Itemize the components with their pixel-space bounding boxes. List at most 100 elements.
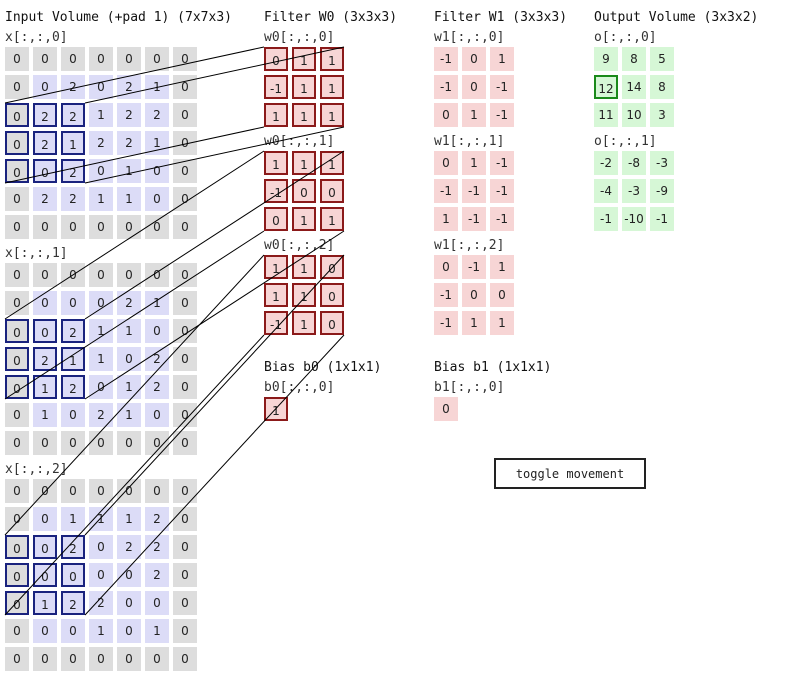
input-cell: 1 [33,375,57,399]
output-volume-title: Output Volume (3x3x2) [594,10,759,25]
input-cell: 0 [5,591,29,615]
input-cell: 0 [5,647,29,671]
input-cell: 0 [5,375,29,399]
filter-w1-slice-1-label: w1[:,:,1] [434,134,505,149]
filter-w0-cell: 1 [292,103,316,127]
filter-w0-title: Filter W0 (3x3x3) [264,10,398,25]
input-cell: 2 [145,375,169,399]
input-cell: 0 [33,535,57,559]
filter-w0-slice-2-label: w0[:,:,2] [264,238,335,253]
toggle-movement-button[interactable]: toggle movement [494,458,646,489]
filter-w0-cell: 1 [292,75,316,99]
input-cell: 0 [5,403,29,427]
input-cell: 0 [117,647,141,671]
filter-w0-cell: 1 [320,47,344,71]
input-cell: 0 [173,647,197,671]
input-cell: 0 [89,535,113,559]
input-cell: 0 [5,619,29,643]
input-cell: 0 [173,103,197,127]
filter-w0-cell: 1 [320,151,344,175]
input-cell: 0 [89,375,113,399]
input-cell: 0 [5,507,29,531]
input-cell: 0 [5,291,29,315]
output-cell: -1 [594,207,618,231]
input-cell: 0 [145,403,169,427]
filter-w0-cell: 1 [320,75,344,99]
output-cell: 8 [650,75,674,99]
input-cell: 0 [5,431,29,455]
output-cell: 8 [622,47,646,71]
input-cell: 0 [33,619,57,643]
filter-w0-cell: 0 [320,311,344,335]
output-slice-1-label: o[:,:,1] [594,134,657,149]
input-cell: 0 [117,263,141,287]
filter-w1-title: Filter W1 (3x3x3) [434,10,568,25]
input-cell: 0 [61,263,85,287]
filter-w0-slice-1-label: w0[:,:,1] [264,134,335,149]
input-cell: 2 [117,103,141,127]
input-cell: 0 [5,75,29,99]
input-cell: 0 [89,47,113,71]
input-cell: 0 [33,431,57,455]
input-cell: 0 [173,263,197,287]
output-cell: 10 [622,103,646,127]
filter-w1-cell: -1 [490,103,514,127]
input-volume-title: Input Volume (+pad 1) (7x7x3) [5,10,232,25]
input-cell: 0 [61,403,85,427]
input-cell: 0 [117,563,141,587]
filter-w1-cell: -1 [434,75,458,99]
filter-w0-cell: 1 [292,311,316,335]
input-cell: 0 [145,159,169,183]
input-cell: 2 [117,535,141,559]
output-cell: 12 [594,75,618,99]
input-cell: 2 [89,131,113,155]
filter-w0-cell: 1 [264,283,288,307]
input-cell: 0 [145,319,169,343]
input-cell: 2 [61,591,85,615]
filter-w1-cell: 1 [462,151,486,175]
input-cell: 0 [5,103,29,127]
filter-w1-cell: -1 [462,207,486,231]
filter-w1-cell: 0 [490,283,514,307]
output-cell: 14 [622,75,646,99]
filter-w0-cell: 1 [264,151,288,175]
filter-w0-cell: 1 [292,283,316,307]
input-cell: 0 [145,431,169,455]
input-cell: 2 [89,591,113,615]
input-cell: 0 [5,347,29,371]
input-cell: 1 [89,507,113,531]
input-cell: 2 [33,103,57,127]
input-cell: 1 [145,131,169,155]
input-cell: 0 [173,159,197,183]
filter-w1-cell: 1 [490,255,514,279]
filter-w0-cell: -1 [264,179,288,203]
filter-w1-slice-2-label: w1[:,:,2] [434,238,505,253]
input-cell: 0 [117,47,141,71]
input-cell: 1 [89,319,113,343]
input-cell: 2 [61,75,85,99]
input-cell: 0 [173,347,197,371]
input-cell: 0 [173,47,197,71]
input-cell: 0 [33,563,57,587]
input-cell: 0 [117,431,141,455]
input-cell: 0 [33,479,57,503]
input-cell: 2 [33,131,57,155]
input-cell: 0 [89,479,113,503]
input-cell: 0 [173,535,197,559]
output-cell: -4 [594,179,618,203]
input-cell: 1 [117,403,141,427]
filter-w1-cell: -1 [434,283,458,307]
output-cell: 11 [594,103,618,127]
input-cell: 1 [89,347,113,371]
input-cell: 0 [117,479,141,503]
output-cell: -3 [650,151,674,175]
bias-b0-title: Bias b0 (1x1x1) [264,360,382,375]
filter-w1-cell: -1 [462,255,486,279]
input-cell: 0 [5,131,29,155]
input-cell: 0 [5,215,29,239]
input-cell: 2 [61,319,85,343]
input-cell: 0 [5,187,29,211]
filter-w1-cell: 0 [434,255,458,279]
input-cell: 0 [89,563,113,587]
filter-w0-cell: 1 [292,151,316,175]
